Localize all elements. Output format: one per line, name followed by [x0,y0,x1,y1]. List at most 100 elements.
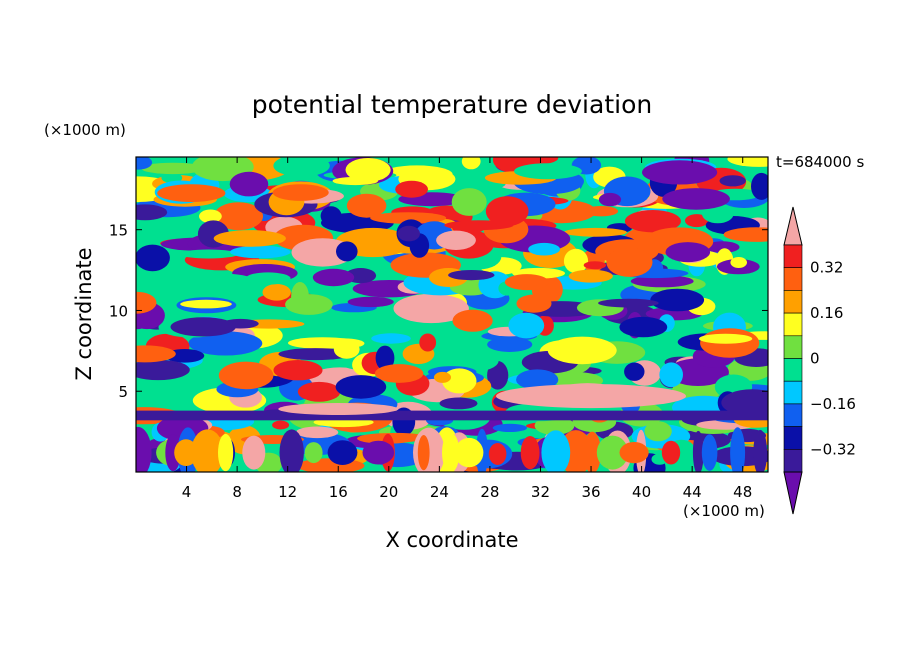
x-tick-label: 8 [232,483,242,501]
contour-blob [419,333,437,352]
contour-blob [606,247,653,277]
colorbar-swatch [783,448,803,473]
x-tick-label: 12 [278,483,297,501]
contour-blob [191,429,224,472]
x-tick-label: 32 [531,483,550,501]
contour-blob [417,435,430,471]
x-tick-label: 16 [329,483,348,501]
contour-field [136,157,768,472]
contour-blob [278,348,353,361]
contour-blob [434,371,451,383]
contour-blob [218,361,274,390]
contour-blob [296,458,365,472]
colorbar-tick-label: 0.16 [810,304,843,322]
contour-blob [541,430,571,472]
contour-blob [136,291,157,314]
contour-blob [285,294,333,315]
contour-blob [630,275,694,288]
contour-blob [436,230,476,250]
contour-blob [705,241,740,253]
contour-blob [645,307,703,321]
contour-blob [496,384,687,409]
contour-blob [297,381,341,402]
contour-blob [685,214,709,228]
y-tick-label: 10 [109,302,128,320]
contour-blob [563,227,627,237]
contour-blob [699,333,753,344]
contour-blob [516,294,552,313]
contour-blob [508,312,545,339]
contour-blob [136,244,170,272]
x-tick-label: 40 [632,483,651,501]
contour-blob [393,293,469,324]
contour-blob [273,157,330,177]
y-axis-label: Z coordinate [72,247,96,380]
contour-blob [563,248,589,274]
contour-blob [312,268,355,287]
x-tick-label: 44 [683,483,702,501]
contour-blob [730,257,747,268]
contour-blob [362,440,395,465]
contour-blob [170,317,236,337]
contour-blob [485,196,529,227]
contour-blob [730,427,746,472]
contour-blob [644,421,672,442]
x-axis-label: X coordinate [385,528,518,552]
contour-blob [439,397,478,410]
contour-blob [218,433,234,472]
contour-blob [188,331,263,356]
y-tick-label: 15 [109,222,128,240]
plot-frame [135,156,769,473]
contour-blob [448,270,495,281]
contour-blob [214,202,263,231]
contour-blob [136,426,152,472]
contour-blob [375,345,395,371]
contour-blob [272,420,290,430]
contour-blob [304,442,323,464]
contour-blob [719,175,746,187]
contour-blob [451,188,487,216]
contour-blob [547,336,617,365]
colorbar-tick-label: 0 [810,350,820,368]
contour-blob [511,157,559,165]
x-unit-label: (×1000 m) [683,502,765,520]
y-axis-ticks: 5 10 15 [109,222,768,401]
contour-blob [178,249,239,259]
contour-blob [278,403,399,415]
contour-blob [624,210,681,233]
contour-blob [370,212,447,224]
contour-blob [619,442,649,464]
contour-blob [488,443,507,465]
contour-blob [136,359,190,381]
x-tick-label: 48 [733,483,752,501]
contour-blob [136,345,176,363]
contour-blob [136,157,153,170]
contour-blob [397,225,420,242]
contour-blob [568,269,613,283]
contour-blob [320,206,342,226]
colorbar-tick-label: 0.32 [810,259,843,277]
contour-blob [346,193,387,218]
contour-blob [692,430,704,472]
colorbar-swatch [783,335,803,359]
colorbar-extend-max [783,206,803,246]
x-tick-label: 36 [581,483,600,501]
contour-blob [753,429,768,472]
contour-blob [347,296,394,308]
contour-blob [461,157,481,170]
x-tick-label: 24 [430,483,449,501]
contour-blob [487,337,533,352]
contour-blob [492,423,528,432]
contour-blob [272,184,329,201]
contour-blob [665,242,711,263]
colorbar-swatch [783,380,803,405]
contour-blob [751,172,768,200]
colorbar-swatch [783,290,803,314]
contour-blob [199,209,222,224]
contour-blob [371,333,411,344]
x-tick-label: 28 [480,483,499,501]
contour-blob [721,389,768,416]
contour-blob [701,434,718,471]
colorbar-extend-min [783,471,803,515]
